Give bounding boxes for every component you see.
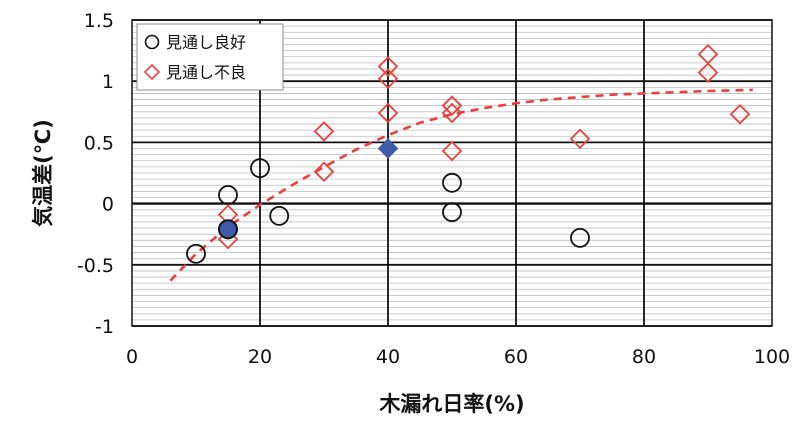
point-good — [570, 227, 590, 248]
x-axis-ticks: 0 20 40 60 80 100 — [126, 346, 790, 368]
y-tick-label: 1 — [102, 71, 114, 93]
x-tick-label: 40 — [376, 346, 400, 368]
plot-border — [131, 19, 773, 327]
x-tick-label: 100 — [754, 346, 790, 368]
highlight-point — [218, 219, 238, 240]
x-tick-label: 0 — [126, 346, 138, 368]
point-poor — [313, 121, 335, 142]
legend-label-good: 見通し良好 — [166, 33, 246, 52]
point-poor — [313, 161, 335, 183]
point-good — [218, 185, 238, 205]
point-good — [442, 202, 462, 223]
x-tick-label: 20 — [248, 346, 272, 368]
y-axis-title: 気温差(℃) — [31, 119, 55, 227]
point-poor — [377, 68, 399, 90]
point-poor — [377, 102, 399, 124]
point-good — [269, 205, 290, 226]
point-poor — [377, 56, 399, 77]
y-tick-label: -0.5 — [77, 255, 114, 277]
x-tick-label: 60 — [504, 346, 528, 368]
trendline-path — [169, 88, 753, 282]
legend-marker-poor — [143, 63, 161, 81]
legend-label-poor: 見通し不良 — [166, 63, 246, 82]
legend-marker-good — [144, 34, 160, 50]
point-poor — [697, 62, 719, 83]
point-good — [250, 158, 270, 179]
point-good — [442, 172, 462, 193]
x-axis-title: 木漏れ日率(%) — [378, 392, 524, 416]
legend-box — [136, 23, 284, 91]
point-poor — [569, 128, 591, 150]
legend: 見通し良好 見通し不良 — [136, 23, 284, 91]
point-poor — [441, 140, 463, 162]
x-tick-label: 80 — [632, 346, 656, 368]
y-axis-ticks: 1.5 1 0.5 0 -0.5 -1 — [77, 10, 114, 338]
y-tick-label: 0 — [102, 194, 114, 216]
y-tick-label: 1.5 — [84, 10, 114, 32]
point-poor — [729, 103, 751, 125]
y-tick-label: -1 — [95, 316, 114, 338]
point-poor — [441, 95, 463, 116]
point-poor — [441, 102, 463, 124]
y-tick-label: 0.5 — [84, 132, 114, 154]
point-good — [186, 243, 206, 264]
data-points — [186, 43, 751, 264]
highlight-point — [377, 138, 399, 159]
trendline — [169, 88, 753, 282]
